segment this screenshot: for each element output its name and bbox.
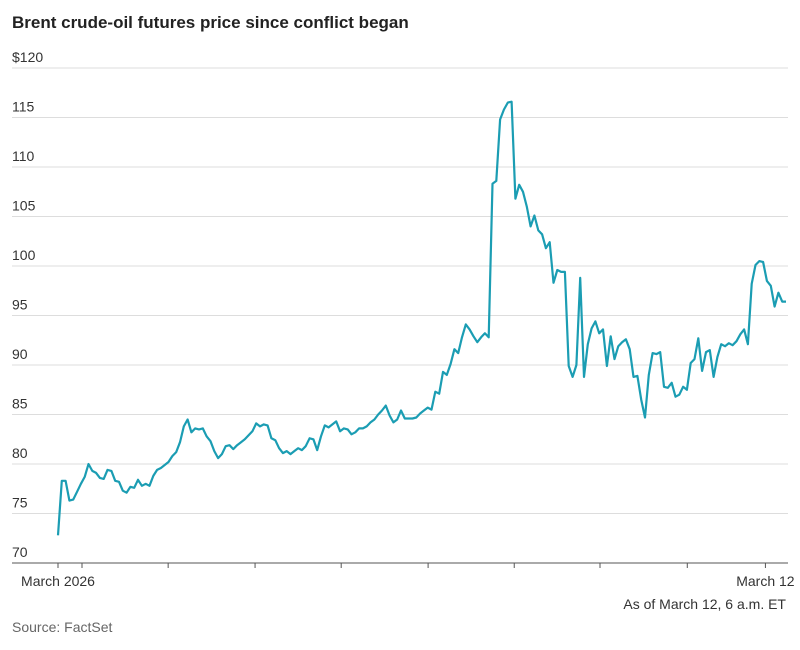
note: As of March 12, 6 a.m. ET (623, 596, 786, 612)
y-tick-label: 70 (12, 544, 28, 560)
price-line (56, 100, 786, 536)
y-tick-label: 100 (12, 247, 36, 263)
y-tick-label: $120 (12, 49, 43, 65)
y-tick-label: 110 (12, 148, 35, 164)
y-tick-label: 75 (12, 495, 28, 511)
y-tick-label: 115 (12, 99, 35, 115)
y-tick-label: 90 (12, 346, 28, 362)
y-tick-label: 105 (12, 198, 36, 214)
source: Source: FactSet (12, 619, 112, 635)
x-tick-label: March 12 (736, 573, 795, 589)
chart-title: Brent crude-oil futures price since conf… (12, 13, 409, 32)
y-tick-label: 85 (12, 396, 28, 412)
y-tick-label: 95 (12, 297, 28, 313)
x-tick-label: March 2026 (21, 573, 95, 589)
y-tick-label: 80 (12, 445, 28, 461)
